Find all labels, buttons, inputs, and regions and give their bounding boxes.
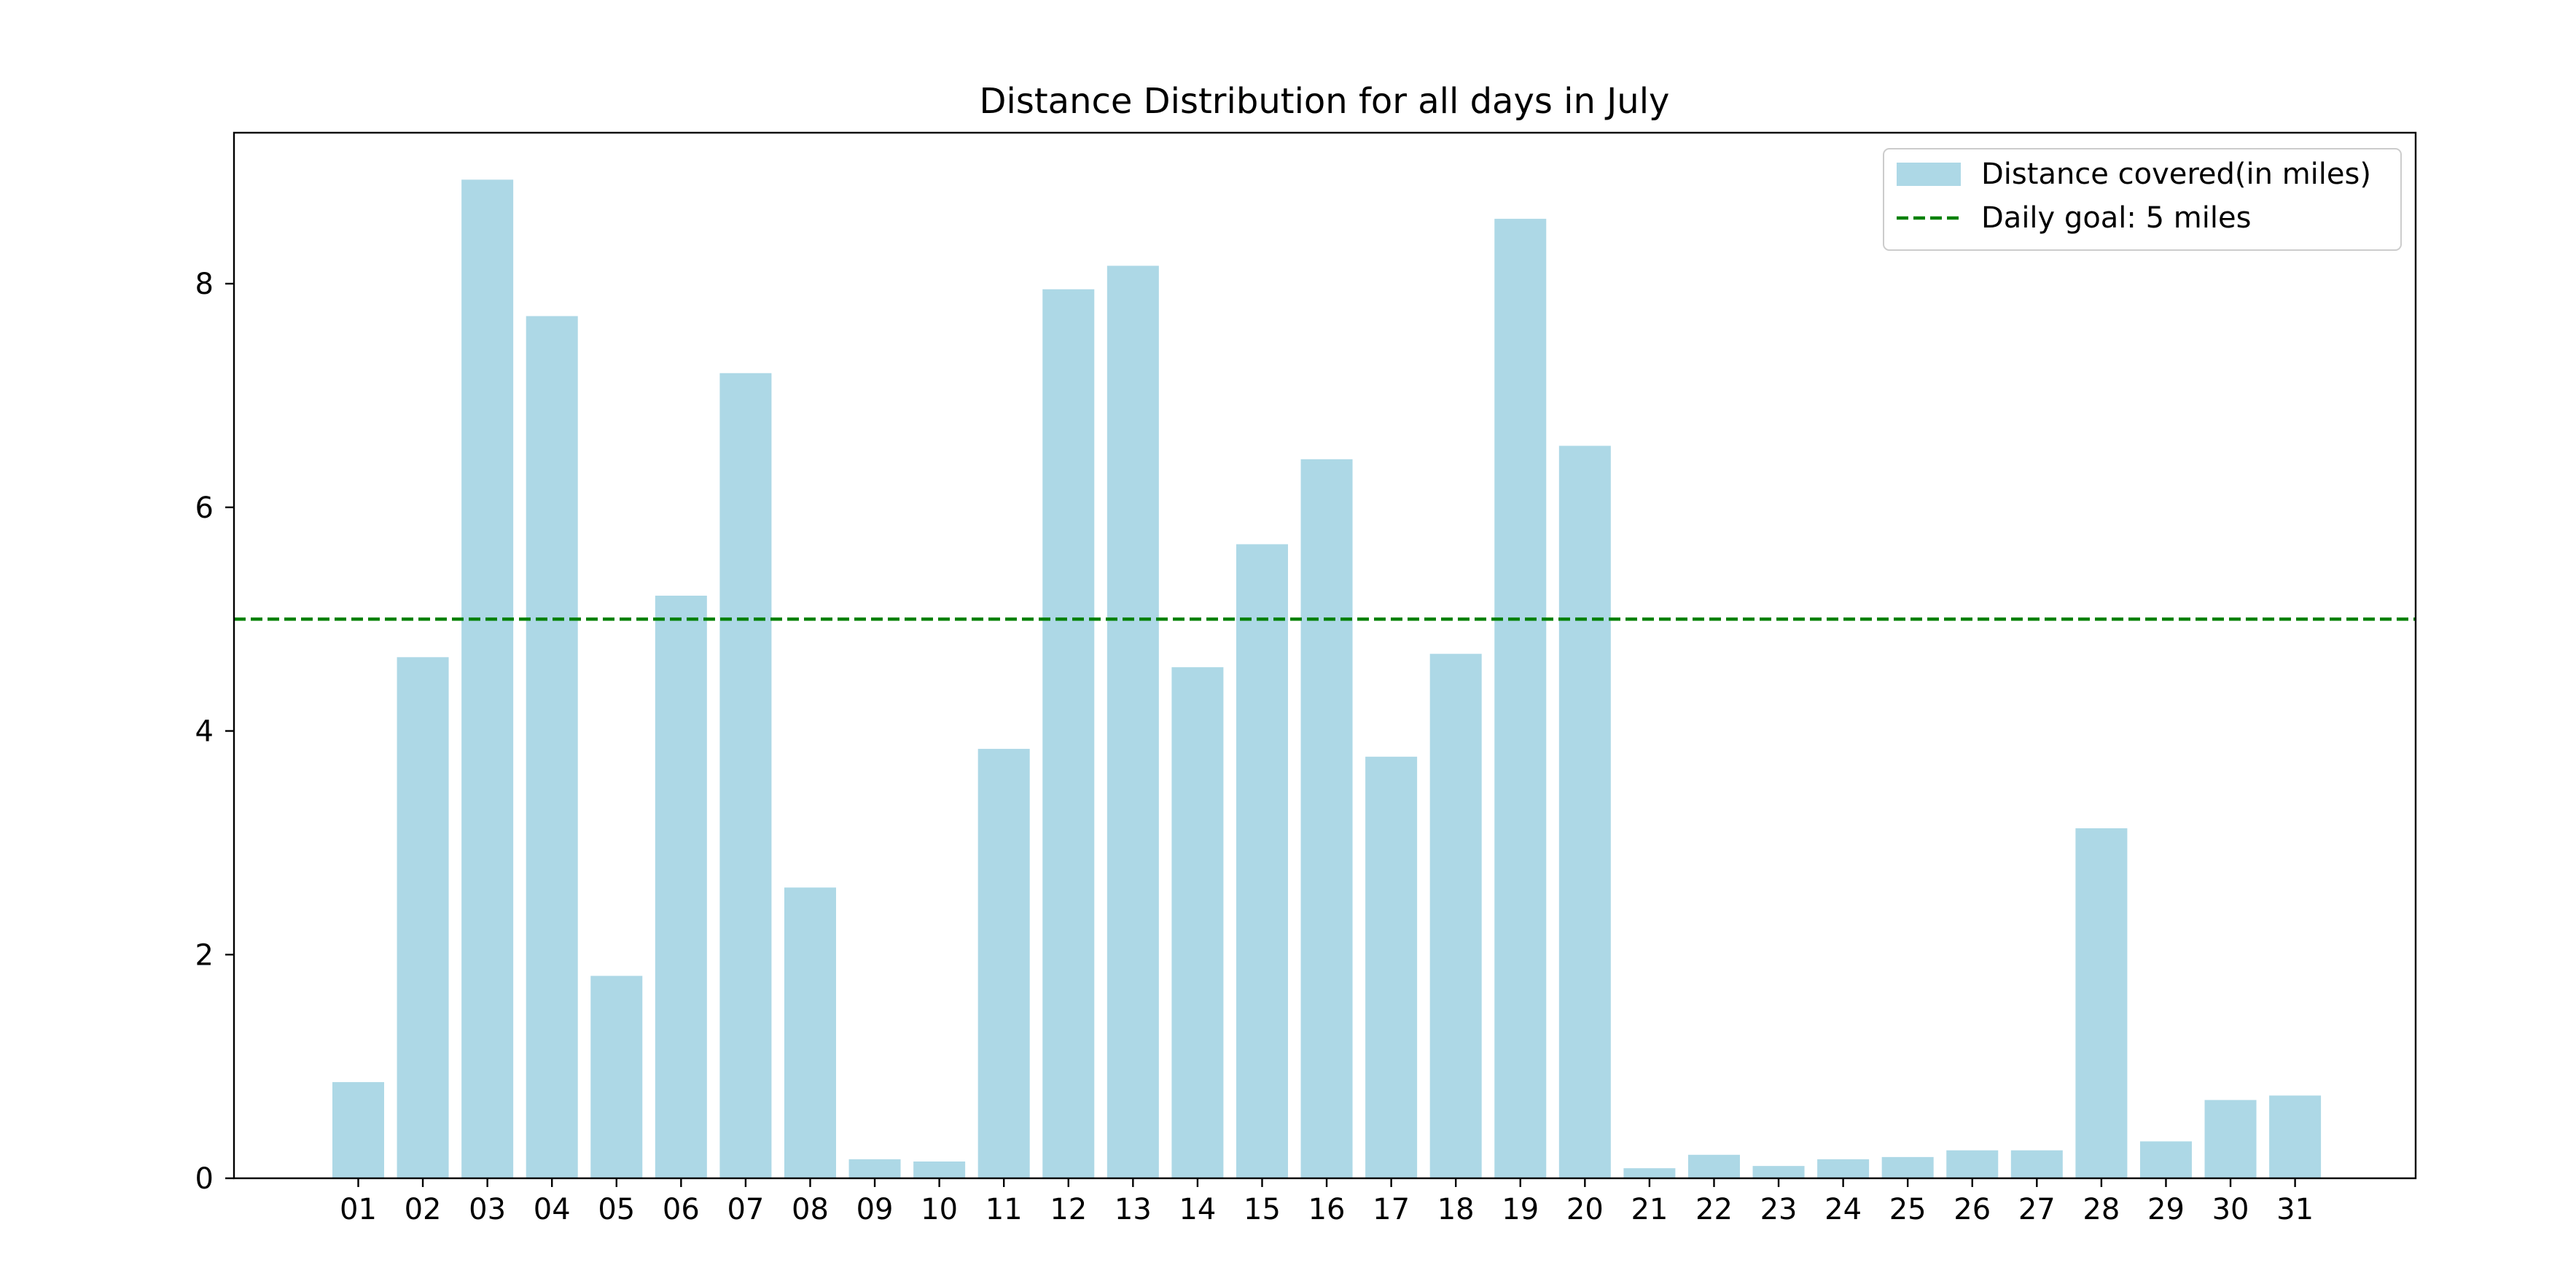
bar-day-30: [2204, 1100, 2257, 1178]
bar-day-02: [397, 657, 449, 1178]
x-tick-label: 01: [340, 1193, 377, 1226]
y-tick-label: 6: [195, 491, 214, 525]
bar-day-01: [332, 1082, 384, 1178]
bar-day-21: [1623, 1168, 1676, 1178]
x-tick-label: 22: [1695, 1193, 1733, 1226]
x-axis: 01 02 03 04 05 06 07 08 09 10 11 12 13 14 15 16 17 18 19 20…: [340, 1178, 2314, 1226]
bar-day-13: [1106, 265, 1159, 1178]
y-tick-label: 4: [195, 715, 214, 749]
x-tick-label: 29: [2147, 1193, 2185, 1226]
bar-day-15: [1236, 544, 1288, 1178]
x-tick-label: 16: [1308, 1193, 1346, 1226]
bar-day-23: [1752, 1166, 1805, 1178]
bar-day-29: [2139, 1141, 2192, 1178]
bar-day-25: [1881, 1156, 1934, 1178]
bar-day-26: [1946, 1150, 1999, 1178]
x-tick-label: 05: [598, 1193, 635, 1226]
x-tick-label: 30: [2212, 1193, 2249, 1226]
x-tick-label: 14: [1179, 1193, 1216, 1226]
y-tick-label: 8: [195, 268, 214, 301]
bar-day-09: [848, 1159, 901, 1178]
y-tick-label: 2: [195, 938, 214, 972]
y-tick-label: 0: [195, 1162, 214, 1196]
legend-bar-label: Distance covered(in miles): [1981, 157, 2371, 191]
x-tick-label: 28: [2083, 1193, 2120, 1226]
bar-day-04: [526, 316, 578, 1178]
bar-day-19: [1494, 219, 1547, 1179]
bar-day-22: [1687, 1154, 1740, 1178]
x-tick-label: 02: [405, 1193, 442, 1226]
x-tick-label: 07: [727, 1193, 764, 1226]
x-tick-label: 21: [1631, 1193, 1668, 1226]
bar-day-10: [913, 1161, 966, 1178]
x-tick-label: 06: [663, 1193, 700, 1226]
bar-day-06: [655, 595, 707, 1178]
x-tick-label: 18: [1437, 1193, 1475, 1226]
bar-day-31: [2269, 1095, 2322, 1178]
bar-day-14: [1171, 667, 1224, 1178]
bar-day-17: [1365, 756, 1418, 1178]
x-tick-label: 15: [1244, 1193, 1281, 1226]
x-tick-label: 26: [1954, 1193, 1991, 1226]
bar-day-08: [784, 887, 836, 1178]
x-tick-label: 04: [534, 1193, 571, 1226]
bar-day-11: [977, 749, 1030, 1178]
x-tick-label: 11: [985, 1193, 1023, 1226]
legend: Distance covered(in miles) Daily goal: 5…: [1883, 148, 2402, 251]
bar-day-18: [1429, 653, 1482, 1178]
x-tick-label: 17: [1373, 1193, 1410, 1226]
bar-day-03: [461, 179, 514, 1178]
bar-day-05: [590, 976, 643, 1178]
bar-day-27: [2010, 1150, 2063, 1178]
plot-area-frame: [233, 131, 2417, 1180]
x-tick-label: 31: [2276, 1193, 2314, 1226]
bar-day-28: [2075, 828, 2128, 1178]
legend-goal-label: Daily goal: 5 miles: [1981, 201, 2251, 235]
x-tick-label: 03: [469, 1193, 506, 1226]
x-tick-label: 13: [1115, 1193, 1152, 1226]
x-tick-label: 09: [856, 1193, 894, 1226]
x-tick-label: 23: [1760, 1193, 1798, 1226]
x-tick-label: 12: [1050, 1193, 1087, 1226]
x-tick-label: 10: [921, 1193, 958, 1226]
bar-day-07: [719, 373, 772, 1178]
bar-day-24: [1817, 1159, 1870, 1178]
x-tick-label: 27: [2018, 1193, 2056, 1226]
bars-layer: [332, 179, 2322, 1179]
x-tick-label: 19: [1502, 1193, 1539, 1226]
bar-day-12: [1042, 289, 1095, 1179]
bar-day-16: [1300, 459, 1353, 1178]
legend-bar-swatch: [1897, 163, 1961, 186]
y-axis: 0 2 4 6 8: [195, 268, 234, 1196]
x-tick-label: 24: [1824, 1193, 1862, 1226]
x-tick-label: 25: [1889, 1193, 1927, 1226]
legend-box: [1883, 148, 2402, 251]
x-tick-label: 08: [792, 1193, 829, 1226]
chart-title: Distance Distribution for all days in Ju…: [980, 81, 1670, 122]
x-tick-label: 20: [1566, 1193, 1604, 1226]
bar-day-20: [1558, 445, 1611, 1178]
